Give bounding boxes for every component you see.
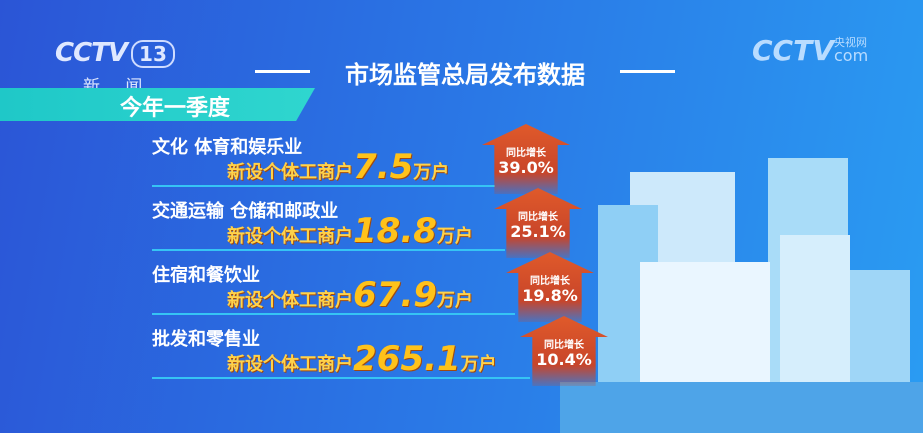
cctv-com-watermark: CCTV 央视网 com — [752, 34, 869, 67]
growth-rate: 39.0% — [498, 158, 554, 177]
ground — [560, 382, 923, 433]
new-households: 新设个体工商户7.5万户 — [227, 147, 450, 187]
value: 7.5 — [353, 147, 414, 187]
underline — [152, 249, 505, 251]
building — [780, 235, 850, 382]
industry-name: 批发和零售业 — [152, 329, 260, 350]
period-band: 今年一季度 — [0, 88, 315, 121]
growth-rate: 10.4% — [536, 350, 592, 369]
growth-arrow-badge: 同比增长 25.1% — [494, 188, 582, 258]
new-households: 新设个体工商户67.9万户 — [227, 275, 473, 315]
value: 67.9 — [353, 275, 437, 315]
industry-name: 交通运输 仓储和邮政业 — [152, 201, 339, 222]
building — [640, 262, 770, 382]
underline — [152, 185, 495, 187]
new-households: 新设个体工商户18.8万户 — [227, 211, 473, 251]
industry-name: 文化 体育和娱乐业 — [152, 137, 303, 158]
value: 18.8 — [353, 211, 437, 251]
growth-rate: 25.1% — [510, 222, 566, 241]
growth-arrow-badge: 同比增长 19.8% — [506, 252, 594, 322]
growth-rate: 19.8% — [522, 286, 578, 305]
value: 265.1 — [353, 339, 461, 379]
industry-row: 文化 体育和娱乐业 新设个体工商户7.5万户 — [152, 133, 495, 187]
growth-arrow-badge: 同比增长 10.4% — [520, 316, 608, 386]
growth-arrow-badge: 同比增长 39.0% — [482, 124, 570, 194]
cctv13-logo: CCTV 13 新 闻 — [55, 38, 175, 97]
industry-row: 交通运输 仓储和邮政业 新设个体工商户18.8万户 — [152, 197, 505, 251]
new-households: 新设个体工商户265.1万户 — [227, 339, 497, 379]
underline — [152, 313, 515, 315]
industry-name: 住宿和餐饮业 — [152, 265, 260, 286]
industry-row: 批发和零售业 新设个体工商户265.1万户 — [152, 325, 530, 379]
industry-row: 住宿和餐饮业 新设个体工商户67.9万户 — [152, 261, 515, 315]
headline: 市场监管总局发布数据 — [255, 55, 675, 90]
underline — [152, 377, 530, 379]
building — [850, 270, 910, 382]
